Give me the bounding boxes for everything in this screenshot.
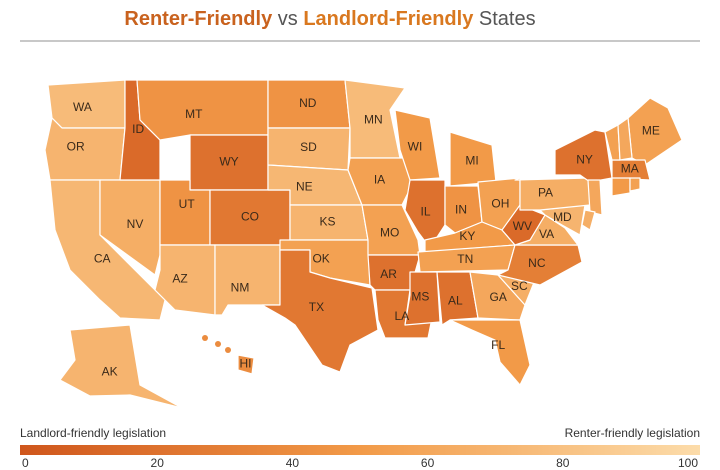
- state-label: AK: [102, 365, 118, 379]
- island: [225, 347, 231, 353]
- legend-right-label: Renter-friendly legislation: [565, 426, 700, 440]
- state-label: NY: [576, 152, 593, 166]
- state: [469, 271, 526, 321]
- state: [449, 319, 531, 386]
- state-label: AR: [380, 267, 397, 281]
- state-label: HI: [240, 356, 252, 370]
- state-label: AZ: [172, 271, 187, 285]
- state-label: IA: [374, 172, 385, 186]
- state-label: OK: [312, 251, 329, 265]
- state-label: ME: [642, 123, 660, 137]
- state: [436, 271, 479, 326]
- state: [617, 117, 633, 161]
- state: [159, 179, 211, 246]
- title-part: States: [473, 8, 535, 30]
- state-label: LA: [395, 309, 410, 323]
- state-label: AL: [448, 294, 463, 308]
- state: [237, 354, 255, 375]
- title-part: Landlord-Friendly: [303, 8, 474, 30]
- state-label: NV: [127, 217, 144, 231]
- state: [404, 271, 441, 326]
- state-label: ND: [299, 96, 317, 110]
- state: [261, 249, 379, 373]
- island: [215, 341, 221, 347]
- state: [394, 109, 441, 181]
- legend-tick-label: 100: [678, 456, 698, 470]
- state: [587, 179, 603, 216]
- state-label: CO: [241, 210, 259, 224]
- state: [611, 159, 651, 181]
- state-label: MT: [185, 107, 203, 121]
- state-label: SC: [511, 279, 528, 293]
- state-label: IN: [455, 203, 467, 217]
- legend-left-label: Landlord-friendly legislation: [20, 426, 166, 440]
- state-label: MN: [364, 113, 383, 127]
- title-part: Renter-Friendly: [124, 8, 273, 30]
- state-label: MS: [411, 289, 429, 303]
- state: [554, 129, 613, 183]
- state-label: SD: [300, 140, 317, 154]
- state-label: CA: [94, 251, 111, 265]
- state-label: VA: [539, 227, 554, 241]
- state-label: WI: [408, 139, 423, 153]
- state-label: UT: [179, 197, 196, 211]
- state-label: KS: [319, 215, 335, 229]
- state-label: KY: [459, 229, 475, 243]
- state-label: TX: [309, 300, 324, 314]
- chart-title: Renter-Friendly vs Landlord-Friendly Sta…: [124, 8, 535, 30]
- legend-tick-label: 0: [22, 456, 29, 470]
- legend-tick-label: 20: [151, 456, 165, 470]
- state-label: PA: [538, 186, 553, 200]
- state: [629, 177, 641, 192]
- state-label: ID: [132, 122, 144, 136]
- state-label: MO: [380, 226, 399, 240]
- state-label: WA: [73, 100, 92, 114]
- state-label: OR: [67, 140, 85, 154]
- state-label: WV: [513, 219, 532, 233]
- state-label: GA: [490, 290, 507, 304]
- state-label: FL: [491, 338, 505, 352]
- state-label: WY: [219, 155, 238, 169]
- island: [202, 335, 208, 341]
- state-label: MA: [621, 162, 639, 176]
- state-label: NC: [528, 256, 546, 270]
- legend-tick-label: 80: [556, 456, 570, 470]
- state: [136, 79, 269, 141]
- title-part: vs: [272, 8, 303, 30]
- state: [611, 177, 631, 197]
- state-label: NM: [231, 281, 250, 295]
- legend-tick-label: 60: [421, 456, 435, 470]
- color-bar: [20, 445, 700, 455]
- state-label: IL: [420, 205, 430, 219]
- state: [501, 204, 546, 246]
- legend-tick-label: 40: [286, 456, 300, 470]
- state-label: TN: [457, 252, 473, 266]
- state: [59, 324, 183, 409]
- state-label: MI: [465, 153, 478, 167]
- state-label: NE: [296, 180, 313, 194]
- state: [581, 209, 596, 231]
- state: [374, 289, 433, 339]
- state-label: OH: [491, 197, 509, 211]
- state-label: MD: [553, 210, 572, 224]
